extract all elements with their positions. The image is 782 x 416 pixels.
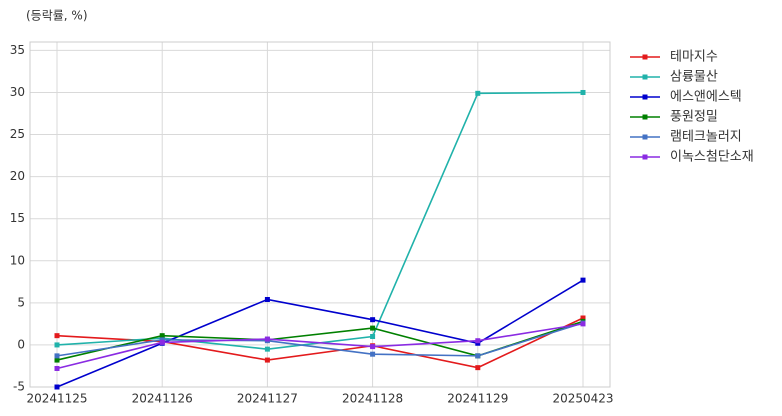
point <box>264 357 270 363</box>
point <box>54 357 60 363</box>
legend-label: 이녹스첨단소재 <box>670 150 754 165</box>
point <box>475 365 481 371</box>
y-tick-label: 20 <box>10 169 25 183</box>
y-tick-label: 25 <box>10 127 25 141</box>
point <box>264 296 270 302</box>
legend-marker <box>642 154 648 160</box>
y-tick-label: 35 <box>10 43 25 57</box>
point <box>580 89 586 95</box>
legend-label: 에스앤에스텍 <box>670 90 742 105</box>
legend-label: 램테크놀러지 <box>670 130 742 145</box>
y-tick-label: -5 <box>13 380 25 394</box>
x-tick-label: 20241125 <box>26 392 87 406</box>
series-line <box>56 322 584 357</box>
series-line <box>56 91 584 350</box>
legend-marker <box>642 94 648 100</box>
point <box>54 333 60 339</box>
x-tick-label: 20241126 <box>132 392 193 406</box>
series-line <box>56 323 584 370</box>
y-tick-label: 30 <box>10 85 25 99</box>
x-tick-label: 20241127 <box>237 392 298 406</box>
point <box>159 339 165 345</box>
legend-label: 풍원정밀 <box>670 110 718 125</box>
point <box>370 325 376 331</box>
point <box>264 346 270 352</box>
legend-marker <box>642 74 648 80</box>
series-line <box>56 279 584 388</box>
point <box>580 277 586 283</box>
point <box>475 338 481 344</box>
y-tick-label: 10 <box>10 253 25 267</box>
x-tick-label: 20241129 <box>447 392 508 406</box>
point <box>54 342 60 348</box>
y-axis-label: (등락률, %) <box>26 9 88 23</box>
point <box>159 337 165 343</box>
legend-marker <box>642 134 648 140</box>
point <box>475 353 481 359</box>
x-tick-label: 20241128 <box>342 392 403 406</box>
y-tick-label: 15 <box>10 211 25 225</box>
point <box>580 315 586 321</box>
y-tick-label: 5 <box>17 295 25 309</box>
point <box>475 340 481 346</box>
series-line <box>56 317 584 369</box>
point <box>370 344 376 350</box>
point <box>370 351 376 357</box>
point <box>54 365 60 371</box>
point <box>264 336 270 342</box>
plot-frame <box>29 41 611 388</box>
point <box>370 317 376 323</box>
point <box>475 90 481 96</box>
point <box>54 384 60 390</box>
point <box>159 333 165 339</box>
legend-label: 삼륭물산 <box>670 70 718 85</box>
point <box>580 321 586 327</box>
y-tick-label: 0 <box>17 337 25 351</box>
point <box>370 334 376 340</box>
x-tick-label: 20250423 <box>552 392 613 406</box>
legend-label: 테마지수 <box>670 50 718 65</box>
legend-marker <box>642 54 648 60</box>
legend-marker <box>642 114 648 120</box>
point <box>54 353 60 359</box>
